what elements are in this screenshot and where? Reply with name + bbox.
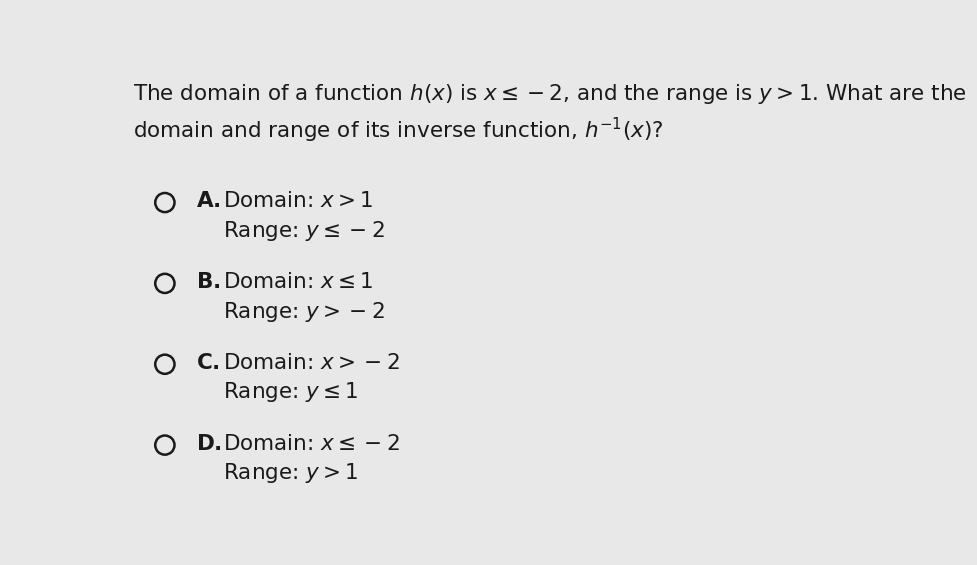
Text: $\mathbf{B}$.: $\mathbf{B}$. (195, 272, 220, 292)
Text: Domain: $x>1$: Domain: $x>1$ (223, 191, 373, 211)
Text: Range: $y>-2$: Range: $y>-2$ (223, 299, 384, 324)
Text: $\mathbf{C}$.: $\mathbf{C}$. (195, 353, 220, 373)
Text: Range: $y>1$: Range: $y>1$ (223, 461, 358, 485)
Text: Range: $y\leq -2$: Range: $y\leq -2$ (223, 219, 384, 243)
Text: Domain: $x\leq 1$: Domain: $x\leq 1$ (223, 272, 373, 292)
Text: Domain: $x>-2$: Domain: $x>-2$ (223, 353, 400, 373)
Text: $\mathbf{A}$.: $\mathbf{A}$. (195, 191, 220, 211)
Text: The domain of a function $h(x)$ is $x\leq -2$, and the range is $y>1$. What are : The domain of a function $h(x)$ is $x\le… (133, 82, 966, 106)
Text: domain and range of its inverse function, $h^{-1}(x)$?: domain and range of its inverse function… (133, 115, 662, 145)
Text: $\mathbf{D}$.: $\mathbf{D}$. (195, 433, 222, 454)
Text: Range: $y\leq 1$: Range: $y\leq 1$ (223, 380, 358, 405)
Text: Domain: $x\leq -2$: Domain: $x\leq -2$ (223, 433, 400, 454)
